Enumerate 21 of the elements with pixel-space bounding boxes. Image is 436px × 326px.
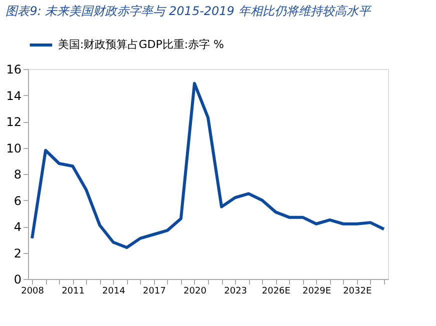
y-tick-label: 2 (14, 246, 22, 260)
x-tick-label: 2029E (302, 286, 332, 296)
line-series (30, 82, 386, 249)
x-tick-label: 2008 (21, 286, 44, 296)
x-tick-label: 2017 (142, 286, 166, 296)
y-tick-label: 12 (6, 115, 22, 129)
y-tick-label: 0 (14, 272, 22, 286)
y-tick-label: 10 (6, 141, 22, 156)
x-tick-label: 2023 (224, 286, 248, 296)
chart-title: 图表9: 未来美国财政赤字率与 2015-2019 年相比仍将维持较高水平 (6, 4, 372, 18)
x-tick-label: 2032E (343, 286, 372, 296)
legend-label: 美国:财政预算占GDP比重:赤字 % (58, 38, 224, 51)
y-tick-label: 6 (14, 194, 22, 208)
x-tick-label: 2011 (62, 286, 85, 296)
y-tick-label: 16 (6, 62, 22, 76)
x-tick-label: 2026E (262, 286, 291, 296)
x-tick-label: 2020 (184, 286, 207, 296)
y-tick-label: 4 (14, 220, 22, 234)
y-tick-label: 8 (14, 168, 22, 182)
y-tick-label: 14 (6, 88, 22, 103)
x-tick-label: 2014 (102, 286, 126, 296)
